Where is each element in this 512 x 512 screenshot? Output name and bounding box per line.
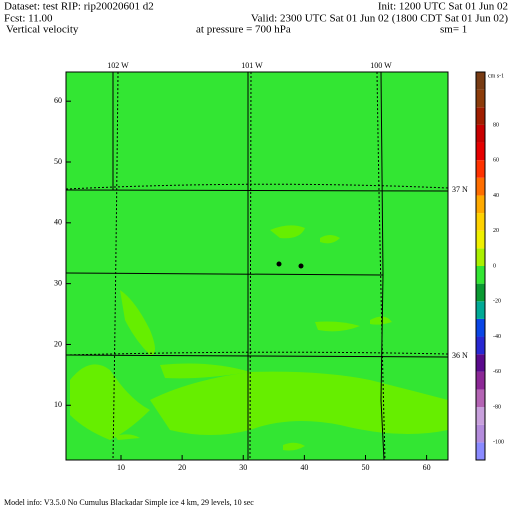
colorbar-bin (476, 72, 485, 90)
x-tick-label: 60 (423, 463, 431, 472)
dataset: Dataset: test RIP: rip20020601 d2 (4, 1, 154, 13)
y-tick-label: 50 (54, 157, 62, 166)
longitude-label: 102 W (107, 61, 129, 70)
colorbar-label: 80 (493, 122, 499, 128)
colorbar-label: -80 (493, 404, 501, 410)
colorbar-bin (476, 389, 485, 408)
colorbar-frame (475, 71, 486, 461)
latitude-label: 37 N (452, 185, 468, 194)
longitude-label: 101 W (241, 61, 263, 70)
colorbar-label: 60 (493, 158, 499, 164)
fcst: Fcst: 11.00 (4, 13, 53, 25)
colorbar-bin (476, 177, 485, 196)
valid: Valid: 2300 UTC Sat 01 Jun 02 (1800 CDT … (251, 13, 508, 25)
colorbar-label: -40 (493, 334, 501, 340)
pressure: at pressure = 700 hPa (196, 24, 291, 36)
x-tick-label: 50 (361, 463, 369, 472)
smooth: sm= 1 (440, 24, 467, 36)
colorbar-label: 40 (493, 193, 499, 199)
colorbar-bin (476, 230, 485, 249)
colorbar-bin (476, 442, 485, 460)
colorbar-bin (476, 160, 485, 178)
y-tick-label: 30 (54, 278, 62, 287)
y-tick-label: 40 (54, 218, 62, 227)
point (298, 263, 304, 269)
map (65, 71, 449, 461)
colorbar-bin (476, 336, 485, 355)
x-tick-label: 30 (239, 463, 247, 472)
colorbar-label: 0 (493, 263, 496, 269)
colorbar-bin (476, 195, 485, 214)
colorbar-label: -20 (493, 299, 501, 305)
frame (65, 71, 449, 461)
colorbar-bin (476, 142, 485, 161)
longitude-label: 100 W (370, 61, 392, 70)
y-tick-label: 60 (54, 96, 62, 105)
colorbar-bin (476, 266, 485, 284)
colorbar-bin (476, 424, 485, 443)
footer: Model info: V3.5.0 No Cumulus Blackadar … (4, 498, 254, 507)
colorbar-bin (476, 107, 485, 125)
colorbar-bin (476, 124, 485, 143)
init: Init: 1200 UTC Sat 01 Jun 02 (378, 1, 508, 13)
patches (70, 225, 448, 451)
graticule (65, 71, 449, 461)
colorbar-bin (476, 354, 485, 372)
colorbar-label: -100 (493, 440, 504, 446)
x-tick-label: 40 (300, 463, 308, 472)
y-tick-label: 10 (54, 400, 62, 409)
colorbar-bin (476, 248, 485, 266)
colorbar-bin (476, 301, 485, 319)
colorbar-unit: cm s-1 (488, 73, 504, 79)
colorbar-bin (476, 318, 485, 337)
colorbar-bin (476, 283, 485, 302)
colorbar-label: 20 (493, 228, 499, 234)
colorbar-bin (476, 371, 485, 390)
colorbar-bin (476, 213, 485, 231)
colorbar-bin (476, 407, 485, 425)
x-tick-label: 10 (117, 463, 125, 472)
y-tick-label: 20 (54, 339, 62, 348)
latitude-label: 36 N (452, 351, 468, 360)
colorbar-bin (476, 89, 485, 108)
field: Vertical velocity (6, 24, 79, 36)
colorbar-label: -60 (493, 369, 501, 375)
x-tick-label: 20 (178, 463, 186, 472)
point (276, 261, 282, 267)
